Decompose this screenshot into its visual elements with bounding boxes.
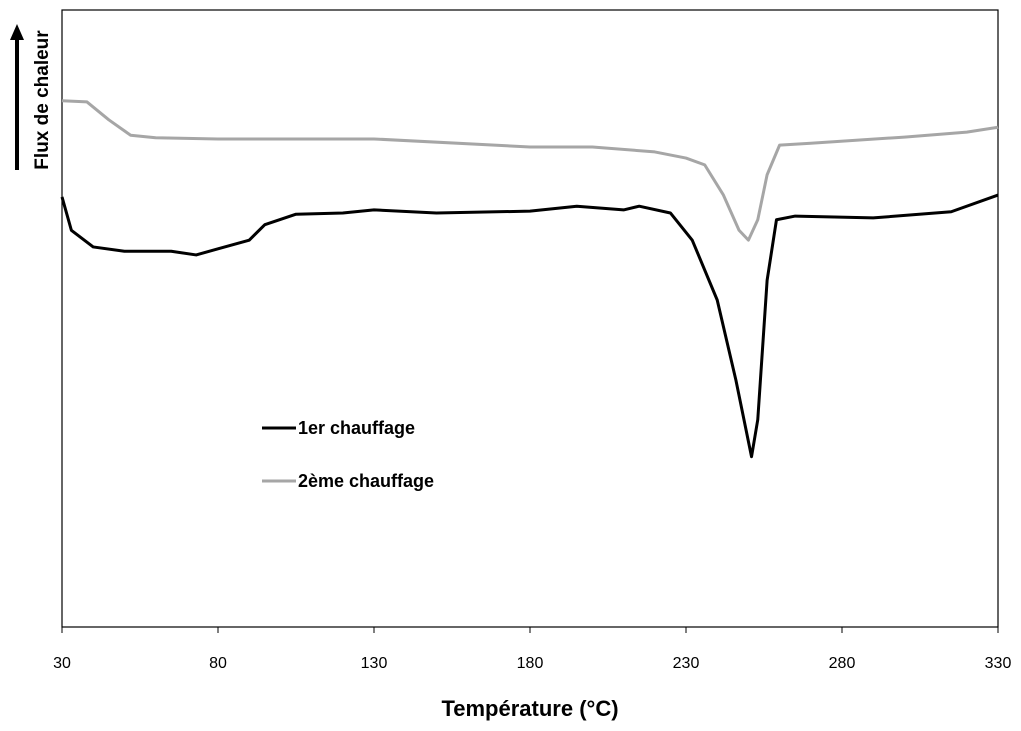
legend-label: 2ème chauffage — [298, 471, 434, 491]
data-line — [61, 99, 999, 242]
x-tick-label: 130 — [361, 655, 388, 672]
plot-frame — [61, 9, 999, 628]
x-tick-label: 280 — [829, 655, 856, 672]
y-axis-label: Flux de chaleur — [32, 30, 53, 170]
data-line — [60, 193, 999, 459]
x-tick-label: 330 — [985, 655, 1012, 672]
y-arrow-head — [10, 24, 24, 40]
x-tick-label: 80 — [209, 655, 227, 672]
x-tick-label: 230 — [673, 655, 700, 672]
x-axis-label: Température (°C) — [441, 696, 618, 721]
x-tick-label: 30 — [53, 655, 71, 672]
x-tick-label: 180 — [517, 655, 544, 672]
legend-label: 1er chauffage — [298, 418, 415, 438]
